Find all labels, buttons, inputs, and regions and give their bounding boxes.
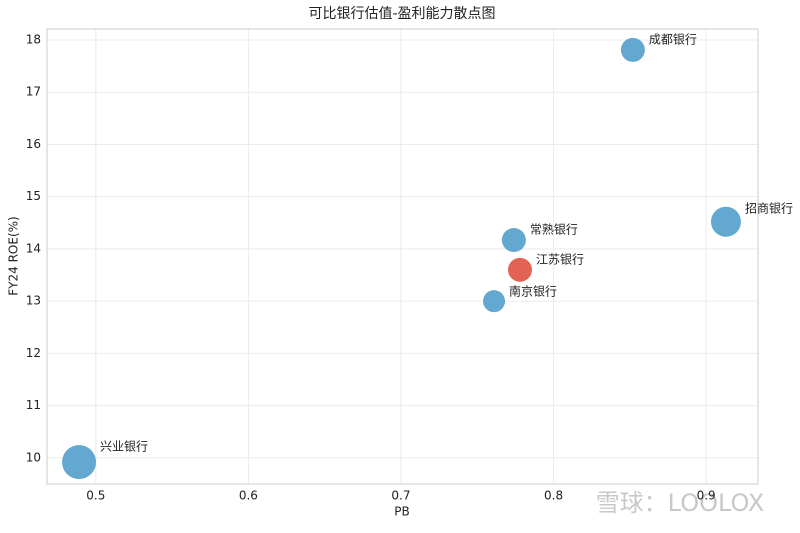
x-tick-label: 0.6 xyxy=(239,489,258,503)
point-label: 南京银行 xyxy=(509,284,557,299)
y-tick-label: 11 xyxy=(26,398,41,412)
x-tick-label: 0.9 xyxy=(697,489,716,503)
x-axis-label: PB xyxy=(394,505,409,519)
x-tick-label: 0.5 xyxy=(86,489,105,503)
point xyxy=(620,37,645,62)
point-label: 招商银行 xyxy=(745,200,793,215)
point xyxy=(710,206,741,237)
point xyxy=(62,445,97,480)
point-label: 常熟银行 xyxy=(530,222,578,237)
point-label: 兴业银行 xyxy=(100,440,148,454)
y-tick-label: 18 xyxy=(26,32,41,46)
y-tick-label: 12 xyxy=(26,346,41,360)
y-tick-label: 10 xyxy=(26,450,41,464)
y-tick-label: 16 xyxy=(26,137,41,151)
y-tick-label: 15 xyxy=(26,189,41,203)
x-tick-label: 0.8 xyxy=(544,489,563,503)
y-tick-label: 14 xyxy=(26,241,41,255)
point-label: 江苏银行 xyxy=(536,252,584,266)
point-label: 成都银行 xyxy=(649,32,697,46)
point xyxy=(483,290,506,313)
point xyxy=(501,228,526,253)
y-tick-label: 13 xyxy=(26,294,41,308)
watermark: 雪球：LOOLOX xyxy=(596,489,765,517)
plot-frame xyxy=(46,28,759,485)
x-tick-label: 0.7 xyxy=(391,489,410,503)
y-tick-label: 17 xyxy=(26,85,41,99)
chart-title: 可比银行估值-盈利能力散点图 xyxy=(308,6,495,22)
point xyxy=(507,257,532,282)
y-axis-label: FY24 ROE(%) xyxy=(7,216,21,295)
